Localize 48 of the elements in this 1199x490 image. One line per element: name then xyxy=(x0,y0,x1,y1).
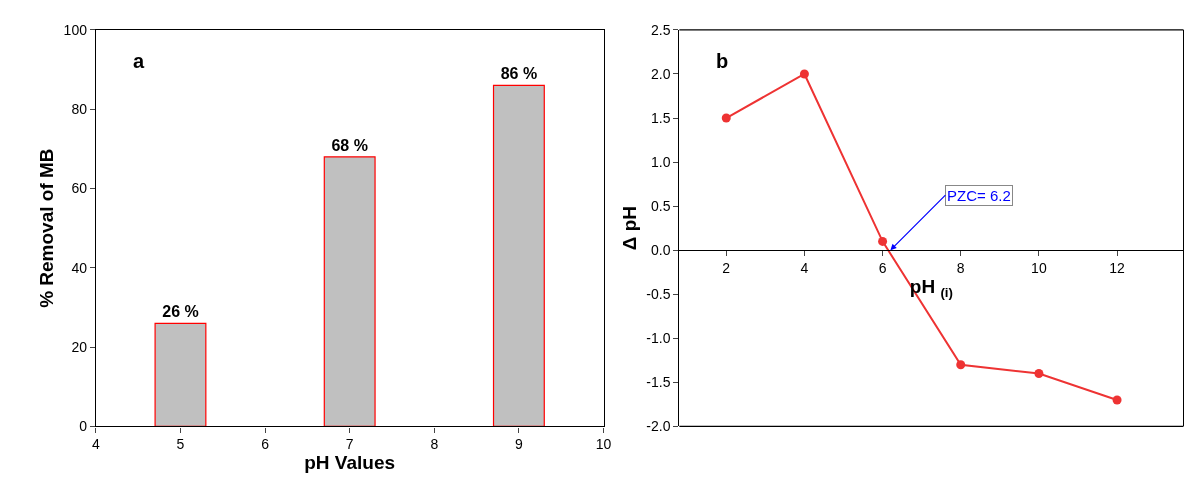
y-tick-label: -2.0 xyxy=(646,418,671,435)
y-tick-label: 20 xyxy=(71,339,88,355)
x-tick-label: 10 xyxy=(595,436,612,453)
x-tick-label: 5 xyxy=(176,436,185,453)
bar xyxy=(323,156,376,427)
y-tick-label: 40 xyxy=(71,259,88,276)
annotation: PZC= 6.2 xyxy=(947,187,1011,204)
y-tick-label: 2.0 xyxy=(650,65,671,82)
bar xyxy=(492,84,545,427)
y-tick-label: -0.5 xyxy=(646,286,671,303)
y-tick-label: -1.5 xyxy=(646,374,671,391)
x-tick-label: 9 xyxy=(515,436,523,453)
y-tick-label: 80 xyxy=(71,101,88,118)
y-axis-title: Δ pH xyxy=(619,206,641,251)
y-tick-label: 60 xyxy=(71,180,88,197)
point xyxy=(956,360,966,370)
x-tick-label: 8 xyxy=(956,260,965,277)
x-tick-label: 8 xyxy=(430,436,439,453)
x-tick-label: 6 xyxy=(878,260,887,277)
y-tick-label: 1.5 xyxy=(650,109,671,126)
x-tick-label: 4 xyxy=(800,260,809,277)
point xyxy=(878,236,888,246)
data-label: 26 % xyxy=(162,303,199,321)
y-tick-label: 2.5 xyxy=(650,21,671,38)
annotation: a xyxy=(133,50,145,72)
point xyxy=(721,113,731,123)
y-tick-label: 0 xyxy=(79,418,88,435)
bar xyxy=(154,322,207,427)
data-label: 68 % xyxy=(331,136,368,154)
y-tick-label: 100 xyxy=(63,21,88,38)
y-tick-label: -1.0 xyxy=(646,330,671,347)
x-axis-title: pH $_{(i)}$ xyxy=(909,275,954,300)
x-tick-label: 4 xyxy=(91,436,100,453)
x-tick-label: 7 xyxy=(345,436,354,453)
data-label: 86 % xyxy=(500,65,538,83)
point xyxy=(799,69,809,79)
x-tick-label: 12 xyxy=(1109,260,1126,277)
point xyxy=(1034,369,1044,379)
point xyxy=(1112,395,1122,405)
y-axis-title: % Removal of MB xyxy=(36,148,58,308)
x-tick-label: 2 xyxy=(722,260,731,277)
x-axis-title: pH Values xyxy=(304,452,396,474)
y-tick-label: 1.0 xyxy=(650,153,671,170)
annotation: b xyxy=(716,50,729,72)
y-tick-label: 0.0 xyxy=(650,242,671,259)
x-tick-label: 6 xyxy=(261,436,270,453)
y-tick-label: 0.5 xyxy=(650,198,671,215)
x-tick-label: 10 xyxy=(1031,260,1047,277)
